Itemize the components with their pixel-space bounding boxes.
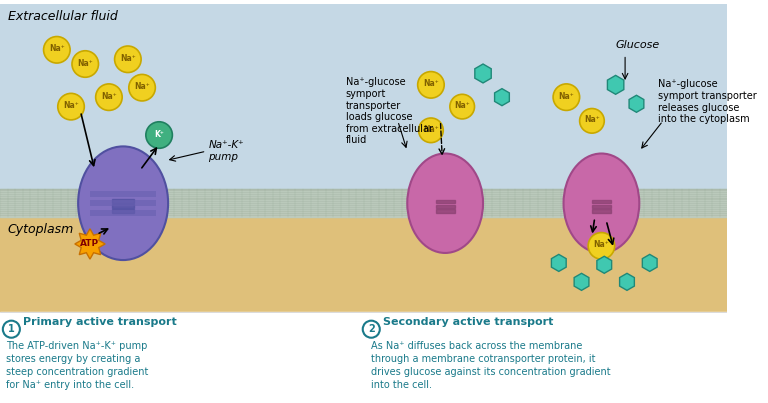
Circle shape xyxy=(553,84,580,110)
Bar xyxy=(0,208,727,209)
Bar xyxy=(90,191,156,197)
Polygon shape xyxy=(495,89,509,106)
Text: Na⁺: Na⁺ xyxy=(584,115,600,125)
Bar xyxy=(0,202,727,203)
Text: Na⁺-K⁺
pump: Na⁺-K⁺ pump xyxy=(208,140,244,162)
Ellipse shape xyxy=(78,146,168,260)
Bar xyxy=(0,189,727,218)
Bar xyxy=(592,205,611,208)
Polygon shape xyxy=(74,229,105,259)
Bar xyxy=(435,200,455,203)
Bar xyxy=(0,214,727,216)
Bar xyxy=(0,216,727,218)
Circle shape xyxy=(362,321,380,338)
Text: Na⁺: Na⁺ xyxy=(423,125,439,134)
Bar xyxy=(0,205,727,206)
Bar xyxy=(0,209,727,210)
Bar xyxy=(0,312,727,386)
Text: 2: 2 xyxy=(368,324,375,334)
Text: The ATP-driven Na⁺-K⁺ pump
stores energy by creating a
steep concentration gradi: The ATP-driven Na⁺-K⁺ pump stores energy… xyxy=(5,341,148,390)
Bar xyxy=(0,195,727,197)
Bar xyxy=(0,191,727,192)
Text: Na⁺: Na⁺ xyxy=(134,82,150,91)
Text: Na⁺-glucose
symport transporter
releases glucose
into the cytoplasm: Na⁺-glucose symport transporter releases… xyxy=(658,79,757,124)
Bar xyxy=(0,189,727,190)
Bar xyxy=(435,210,455,213)
Circle shape xyxy=(580,108,604,133)
Bar xyxy=(0,213,727,214)
Text: Na⁺: Na⁺ xyxy=(558,92,574,101)
Text: Glucose: Glucose xyxy=(616,40,660,50)
Bar xyxy=(0,193,727,194)
Circle shape xyxy=(96,84,122,110)
Bar xyxy=(0,211,727,386)
Circle shape xyxy=(588,233,614,259)
Polygon shape xyxy=(475,64,492,83)
Bar xyxy=(0,203,727,204)
Circle shape xyxy=(58,93,84,120)
Bar xyxy=(0,199,727,200)
Text: Na⁺: Na⁺ xyxy=(423,79,439,88)
Bar xyxy=(0,212,727,213)
Polygon shape xyxy=(642,254,657,272)
Text: Na⁺: Na⁺ xyxy=(101,92,117,101)
Text: Na⁺: Na⁺ xyxy=(49,44,65,53)
Bar xyxy=(0,4,727,211)
Circle shape xyxy=(129,75,155,101)
Circle shape xyxy=(44,37,70,63)
Bar xyxy=(0,197,727,199)
Text: Cytoplasm: Cytoplasm xyxy=(8,223,74,236)
Bar xyxy=(0,194,727,195)
Polygon shape xyxy=(607,75,624,94)
Text: Na⁺: Na⁺ xyxy=(78,58,93,68)
Polygon shape xyxy=(551,254,566,272)
Bar xyxy=(112,204,134,208)
Ellipse shape xyxy=(407,154,483,253)
Bar xyxy=(90,200,156,206)
Text: Extracellular fluid: Extracellular fluid xyxy=(8,10,118,23)
Bar xyxy=(0,211,727,212)
Text: Na⁺: Na⁺ xyxy=(594,241,609,249)
Bar xyxy=(90,210,156,216)
Circle shape xyxy=(450,94,475,119)
Circle shape xyxy=(72,51,98,77)
Bar xyxy=(0,204,727,205)
Circle shape xyxy=(419,118,443,143)
Text: K⁺: K⁺ xyxy=(154,130,164,139)
Circle shape xyxy=(418,72,444,98)
Bar xyxy=(592,210,611,213)
Bar xyxy=(0,210,727,211)
Text: Primary active transport: Primary active transport xyxy=(23,317,177,326)
Bar xyxy=(0,200,727,202)
Text: 1: 1 xyxy=(8,324,15,334)
Text: Na⁺: Na⁺ xyxy=(120,54,136,63)
Circle shape xyxy=(114,46,141,73)
Circle shape xyxy=(3,321,20,338)
Bar xyxy=(112,209,134,213)
Text: ATP: ATP xyxy=(81,239,100,249)
Bar xyxy=(0,192,727,193)
Polygon shape xyxy=(629,95,644,112)
Polygon shape xyxy=(620,273,634,291)
Ellipse shape xyxy=(564,154,639,253)
Text: Na⁺: Na⁺ xyxy=(455,101,470,110)
Bar xyxy=(0,206,727,207)
Text: Na⁺-glucose
symport
transporter
loads glucose
from extracellular
fluid: Na⁺-glucose symport transporter loads gl… xyxy=(346,77,432,145)
Bar xyxy=(592,200,611,203)
Text: Na⁺: Na⁺ xyxy=(63,101,79,110)
Polygon shape xyxy=(574,273,589,291)
Text: Secondary active transport: Secondary active transport xyxy=(382,317,553,326)
Text: As Na⁺ diffuses back across the membrane
through a membrane cotransporter protei: As Na⁺ diffuses back across the membrane… xyxy=(371,341,611,390)
Bar xyxy=(0,190,727,191)
Bar xyxy=(435,205,455,208)
Bar xyxy=(0,207,727,208)
Circle shape xyxy=(146,122,172,148)
Polygon shape xyxy=(597,256,611,273)
Bar xyxy=(112,199,134,203)
